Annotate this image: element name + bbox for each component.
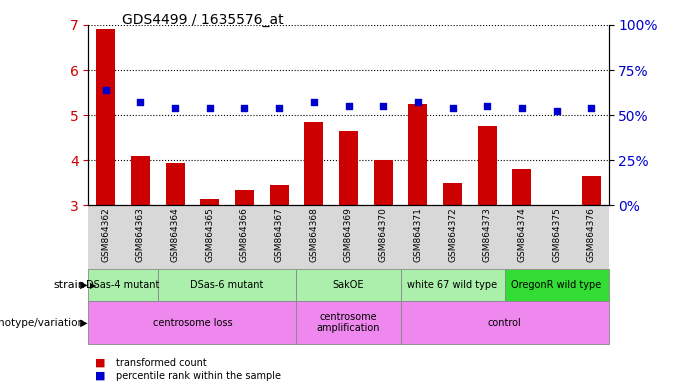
Text: ▶: ▶ xyxy=(90,281,97,290)
Bar xyxy=(512,169,532,205)
Bar xyxy=(373,161,393,205)
Text: GSM864367: GSM864367 xyxy=(275,207,284,262)
Point xyxy=(308,99,320,105)
Text: DSas-4 mutant: DSas-4 mutant xyxy=(86,280,160,290)
Point xyxy=(170,105,181,111)
Bar xyxy=(443,183,462,205)
Text: GSM864371: GSM864371 xyxy=(413,207,422,262)
Text: centrosome loss: centrosome loss xyxy=(152,318,233,328)
Bar xyxy=(477,126,497,205)
Text: genotype/variation: genotype/variation xyxy=(0,318,85,328)
Bar xyxy=(131,156,150,205)
Point xyxy=(273,105,284,111)
Bar xyxy=(408,104,428,205)
Text: GSM864368: GSM864368 xyxy=(309,207,318,262)
Text: GSM864369: GSM864369 xyxy=(344,207,353,262)
Text: ■: ■ xyxy=(95,358,105,368)
Bar xyxy=(269,185,289,205)
Bar xyxy=(339,131,358,205)
Bar xyxy=(235,190,254,205)
Text: centrosome
amplification: centrosome amplification xyxy=(317,312,380,333)
Text: ▶: ▶ xyxy=(77,280,88,290)
Text: DSas-6 mutant: DSas-6 mutant xyxy=(190,280,264,290)
Text: transformed count: transformed count xyxy=(116,358,206,368)
Point xyxy=(135,99,146,105)
Point xyxy=(204,105,215,111)
Text: GSM864362: GSM864362 xyxy=(101,207,110,262)
Bar xyxy=(581,176,601,205)
Bar xyxy=(165,162,185,205)
Text: SakOE: SakOE xyxy=(333,280,364,290)
Text: GSM864364: GSM864364 xyxy=(171,207,180,262)
Text: GSM864375: GSM864375 xyxy=(552,207,561,262)
Text: control: control xyxy=(488,318,522,328)
Point xyxy=(378,103,389,109)
Point xyxy=(517,105,528,111)
Text: GSM864370: GSM864370 xyxy=(379,207,388,262)
Point xyxy=(481,103,492,109)
Text: GDS4499 / 1635576_at: GDS4499 / 1635576_at xyxy=(122,13,284,27)
Point xyxy=(101,87,112,93)
Text: percentile rank within the sample: percentile rank within the sample xyxy=(116,371,281,381)
Bar xyxy=(200,199,220,205)
Bar xyxy=(304,122,324,205)
Point xyxy=(343,103,354,109)
Text: GSM864373: GSM864373 xyxy=(483,207,492,262)
Text: ▶: ▶ xyxy=(77,318,88,328)
Text: GSM864374: GSM864374 xyxy=(517,207,526,262)
Point xyxy=(585,105,597,111)
Text: OregonR wild type: OregonR wild type xyxy=(511,280,602,290)
Point xyxy=(239,105,250,111)
Text: GSM864376: GSM864376 xyxy=(587,207,596,262)
Point xyxy=(412,99,423,105)
Text: ■: ■ xyxy=(95,371,105,381)
Bar xyxy=(96,30,116,205)
Point xyxy=(551,108,562,114)
Point xyxy=(447,105,458,111)
Text: GSM864366: GSM864366 xyxy=(240,207,249,262)
Text: GSM864363: GSM864363 xyxy=(136,207,145,262)
Text: GSM864372: GSM864372 xyxy=(448,207,457,262)
Text: white 67 wild type: white 67 wild type xyxy=(407,280,498,290)
Text: strain: strain xyxy=(53,280,85,290)
Text: GSM864365: GSM864365 xyxy=(205,207,214,262)
